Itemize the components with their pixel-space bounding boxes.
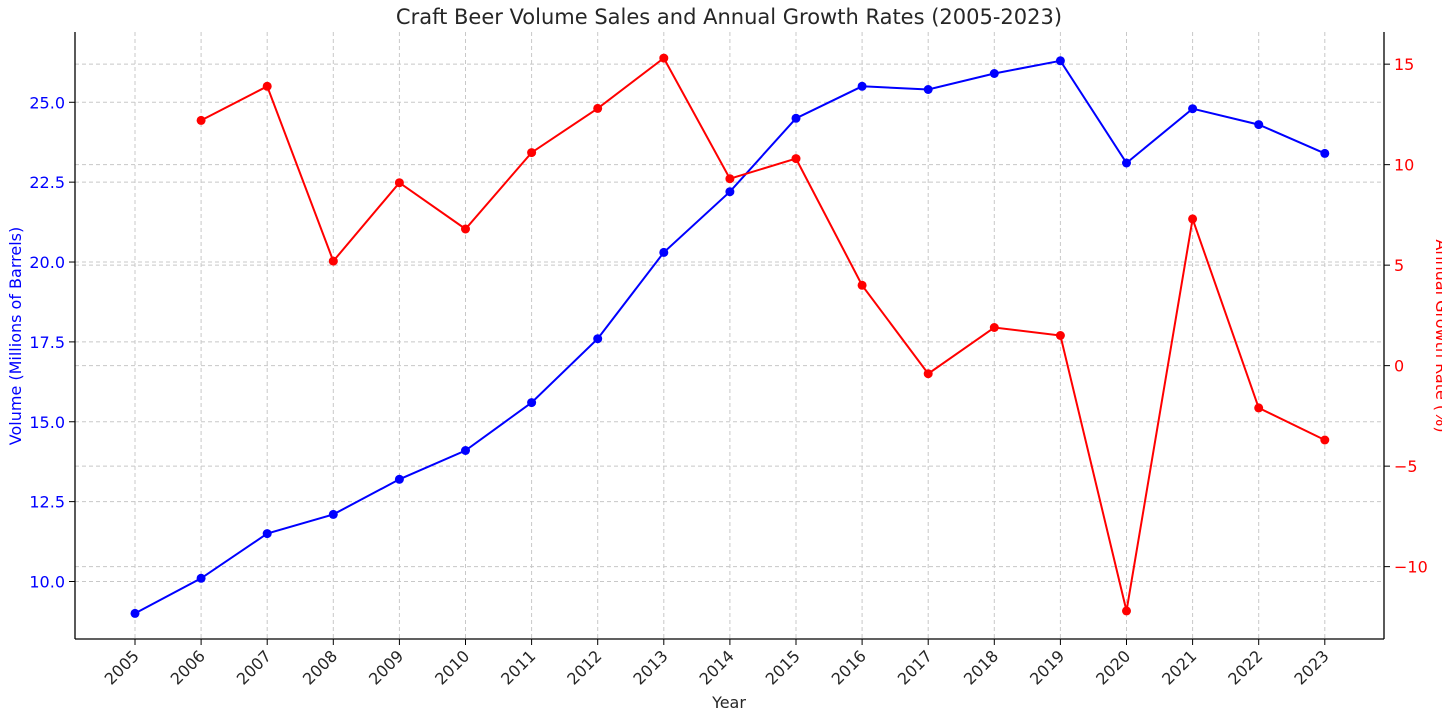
right-y-ticks: −10 −5 0 5 10 15 <box>1384 55 1428 577</box>
volume-data-point <box>527 398 537 408</box>
x-axis-label: Year <box>711 693 746 712</box>
volume-data-point <box>1122 158 1131 168</box>
x-tick-label: 2017 <box>894 646 936 688</box>
growth-rate-data-point <box>1055 331 1065 340</box>
growth-rate-series-line <box>200 56 1326 612</box>
growth-rate-data-point <box>527 148 537 158</box>
x-tick-label: 2016 <box>828 646 870 688</box>
series-points <box>130 53 1330 618</box>
volume-data-point <box>1055 56 1065 66</box>
left-y-tick-label: 10.0 <box>29 572 65 591</box>
left-y-tick-label: 12.5 <box>29 493 65 512</box>
chart-title: Craft Beer Volume Sales and Annual Growt… <box>396 5 1062 29</box>
volume-data-point <box>1320 148 1330 158</box>
growth-rate-data-point <box>394 178 404 188</box>
x-tick-label: 2022 <box>1224 646 1266 688</box>
growth-rate-data-point <box>659 53 669 63</box>
x-tick-label: 2020 <box>1092 646 1134 688</box>
x-tick-label: 2007 <box>233 646 275 688</box>
left-y-tick-label: 25.0 <box>29 93 65 112</box>
x-tick-label: 2021 <box>1158 646 1200 688</box>
right-y-tick-label: −10 <box>1394 558 1428 577</box>
right-y-tick-label: 0 <box>1394 357 1404 376</box>
right-y-axis-label: Annual Growth Rate (%) <box>1432 239 1442 432</box>
growth-rate-data-point <box>989 323 999 332</box>
volume-data-point <box>461 446 470 455</box>
x-tick-label: 2008 <box>299 646 341 688</box>
volume-data-point <box>791 113 801 123</box>
x-tick-label: 2010 <box>431 646 473 688</box>
growth-rate-data-point <box>725 174 735 184</box>
left-y-tick-label: 17.5 <box>29 333 65 352</box>
x-tick-label: 2009 <box>365 646 407 688</box>
right-y-tick-label: −5 <box>1394 457 1418 476</box>
growth-rate-data-point <box>461 224 470 234</box>
left-y-tick-label: 15.0 <box>29 413 65 432</box>
volume-data-point <box>1188 104 1198 114</box>
volume-data-point <box>593 334 603 344</box>
x-tick-label: 2015 <box>762 646 804 688</box>
volume-data-point <box>328 509 338 519</box>
x-tick-label: 2012 <box>563 646 605 688</box>
growth-rate-data-point <box>1188 214 1198 224</box>
volume-data-point <box>262 529 272 539</box>
x-tick-label: 2011 <box>497 646 539 688</box>
volume-data-point <box>130 608 140 618</box>
left-y-axis-label: Volume (Millions of Barrels) <box>6 227 25 445</box>
volume-data-point <box>394 474 404 484</box>
right-y-tick-label: 10 <box>1394 156 1414 175</box>
x-tick-label: 2005 <box>101 646 143 688</box>
volume-data-point <box>857 81 867 91</box>
x-tick-label: 2018 <box>960 646 1002 688</box>
growth-rate-data-point <box>196 115 206 125</box>
x-tick-label: 2006 <box>167 646 209 688</box>
growth-rate-data-point <box>593 103 603 113</box>
left-y-tick-label: 22.5 <box>29 173 65 192</box>
growth-rate-data-point <box>1320 435 1330 445</box>
volume-data-point <box>725 187 735 197</box>
volume-data-point <box>659 247 669 257</box>
right-y-tick-label: 5 <box>1394 256 1404 275</box>
growth-rate-data-point <box>262 81 272 91</box>
x-ticks: 2005 2006 2007 2008 2009 2010 2011 2012 2013 2014… <box>101 639 1333 689</box>
x-tick-label: 2013 <box>629 646 671 688</box>
growth-rate-data-point <box>1122 606 1131 616</box>
grid <box>75 32 1384 639</box>
left-y-tick-label: 20.0 <box>29 253 65 272</box>
volume-data-point <box>923 85 933 94</box>
x-tick-label: 2023 <box>1290 646 1332 688</box>
volume-data-point <box>196 573 206 583</box>
x-tick-label: 2014 <box>696 646 738 688</box>
growth-rate-data-point <box>857 280 867 290</box>
left-y-ticks: 10.0 12.5 15.0 17.5 20.0 22.5 25.0 <box>29 93 75 591</box>
right-y-tick-label: 15 <box>1394 55 1414 74</box>
volume-data-point <box>989 69 999 78</box>
x-tick-label: 2019 <box>1026 646 1068 688</box>
growth-rate-data-point <box>923 369 933 379</box>
growth-rate-data-point <box>791 154 801 164</box>
volume-data-point <box>1254 120 1264 130</box>
growth-rate-data-point <box>1254 403 1264 413</box>
growth-rate-data-point <box>328 256 338 266</box>
